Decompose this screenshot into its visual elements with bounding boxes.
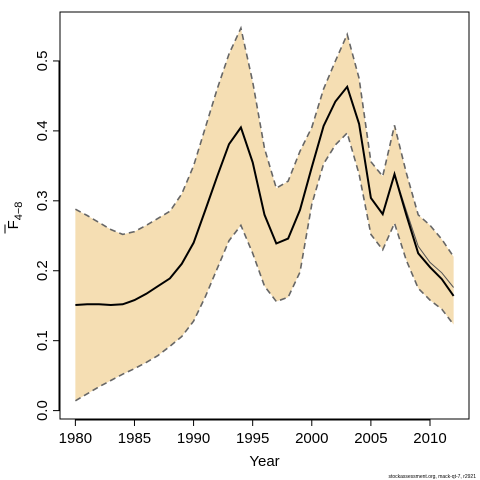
- y-axis-title: F4−8: [4, 202, 25, 234]
- x-axis: 1980 1985 1990 1995 2000 2005 2010: [59, 419, 447, 447]
- y-tick-label: 0.2: [34, 260, 51, 281]
- y-tick-label: 0.3: [34, 190, 51, 211]
- credit-text: stockassessment.org, mack-qt-7, r2921: [388, 474, 476, 480]
- x-tick-label: 2010: [413, 430, 446, 447]
- x-tick-label: 1985: [118, 430, 151, 447]
- y-tick-label: 0.5: [34, 51, 51, 72]
- y-axis-title-subscript: 4−8: [13, 202, 25, 221]
- x-tick-label: 1990: [177, 430, 210, 447]
- y-tick-label: 0.0: [34, 400, 51, 421]
- y-axis-title-main: F: [5, 220, 22, 229]
- y-tick-label: 0.1: [34, 330, 51, 351]
- plot-frame: [59, 11, 470, 420]
- x-tick-label: 2005: [354, 430, 387, 447]
- x-axis-title: Year: [249, 453, 279, 470]
- svg-text:F4−8: F4−8: [5, 202, 25, 230]
- y-tick-label: 0.4: [34, 120, 51, 141]
- upper-bound-line: [75, 25, 455, 258]
- series-lines: [74, 25, 455, 402]
- lower-bound-line: [74, 131, 455, 402]
- y-axis: 0.0 0.1 0.2 0.3 0.4 0.5: [34, 51, 60, 421]
- x-tick-label: 2000: [295, 430, 328, 447]
- x-tick-label: 1980: [59, 430, 92, 447]
- x-tick-label: 1995: [236, 430, 269, 447]
- estimate-line: [75, 84, 455, 307]
